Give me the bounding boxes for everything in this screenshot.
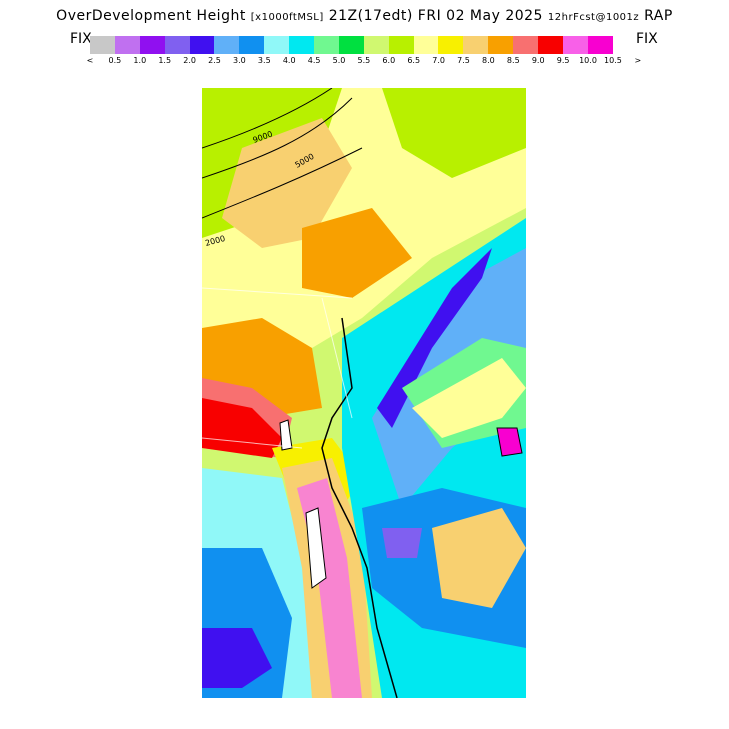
legend-swatch: [264, 36, 290, 54]
field-purple-southwest: [202, 628, 272, 688]
field-white-max: [305, 507, 327, 589]
field-orange-southeast: [432, 508, 526, 608]
legend-ticks: <0.5 1.0 1.5 2.0 2.5 3.0 3.5 4.0 4.5 5.0 5.5 6.0 6.5…: [80, 56, 650, 68]
legend-swatch: [488, 36, 514, 54]
legend-tick-label: 8.5: [506, 56, 520, 65]
title-time: 21Z(17edt) FRI 02 May 2025: [328, 8, 543, 24]
legend-swatch: [189, 36, 215, 54]
coastline: [321, 317, 398, 698]
field-green-northeast: [382, 88, 526, 178]
legend-tick-label: 2.0: [183, 56, 196, 65]
legend-tick-label: 5.0: [332, 56, 346, 65]
legend-tick-label: 7.0: [432, 56, 445, 65]
color-legend: [90, 36, 613, 54]
legend-tick-label: 9.0: [531, 56, 545, 65]
legend-tick-label: 3.5: [257, 56, 271, 65]
legend-swatch: [513, 36, 539, 54]
legend-tick-label: 5.5: [357, 56, 371, 65]
legend-tick-label: 4.0: [282, 56, 296, 65]
legend-tick-label: 10.0: [579, 56, 597, 65]
legend-tick-label: 2.5: [208, 56, 221, 65]
title-main: OverDevelopment Height: [56, 8, 246, 24]
legend-swatch: [338, 36, 364, 54]
legend-swatch: [438, 36, 464, 54]
field-magenta-blob: [496, 427, 523, 457]
legend-swatch: [463, 36, 489, 54]
field-purple-streak: [377, 248, 492, 428]
field-orange-central: [302, 208, 412, 298]
legend-tick-label: <: [86, 56, 94, 65]
legend-swatch: [314, 36, 339, 54]
field-white-max-2: [279, 419, 293, 451]
legend-tick-label: 7.5: [457, 56, 470, 65]
title-units: [x1000ftMSL]: [250, 12, 324, 23]
title-model: RAP: [644, 8, 673, 24]
legend-swatch: [239, 36, 265, 54]
field-deep-red: [202, 398, 282, 458]
legend-tick-label: 1.5: [158, 56, 172, 65]
legend-swatch: [214, 36, 240, 54]
forecast-map: 9000 5000 2000: [202, 88, 526, 698]
legend-tick-label: 6.0: [382, 56, 396, 65]
legend-swatch: [388, 36, 414, 54]
state-borders: [202, 287, 353, 449]
legend-swatch: [538, 36, 563, 54]
legend-tick-label: 10.5: [603, 56, 622, 65]
legend-swatch: [164, 36, 190, 54]
legend-swatch: [289, 36, 315, 54]
fix-label-left: FIX: [70, 31, 92, 47]
field-yellow-east: [412, 358, 526, 438]
legend-swatch: [413, 36, 439, 54]
legend-swatch: [363, 36, 389, 54]
legend-swatch: [90, 36, 115, 54]
legend-tick-label: 8.0: [482, 56, 495, 65]
legend-tick-label: 1.0: [133, 56, 147, 65]
title-forecast: 12hrFcst@1001z: [547, 12, 640, 23]
legend-swatch: [139, 36, 165, 54]
map-title: OverDevelopment Height [x1000ftMSL] 21Z(…: [0, 8, 729, 24]
legend-swatch: [587, 36, 613, 54]
legend-tick-label: 9.5: [556, 56, 570, 65]
legend-tick-label: 4.5: [307, 56, 321, 65]
legend-tick-label: 6.5: [407, 56, 421, 65]
contour-lines: [202, 88, 363, 219]
legend-swatch: [114, 36, 140, 54]
legend-tick-label: 0.5: [108, 56, 122, 65]
legend-tick-label: 3.0: [233, 56, 246, 65]
field-purple-south: [382, 528, 422, 558]
fix-label-right: FIX: [636, 31, 658, 47]
legend-tick-label: >: [634, 56, 642, 65]
legend-swatch: [562, 36, 588, 54]
